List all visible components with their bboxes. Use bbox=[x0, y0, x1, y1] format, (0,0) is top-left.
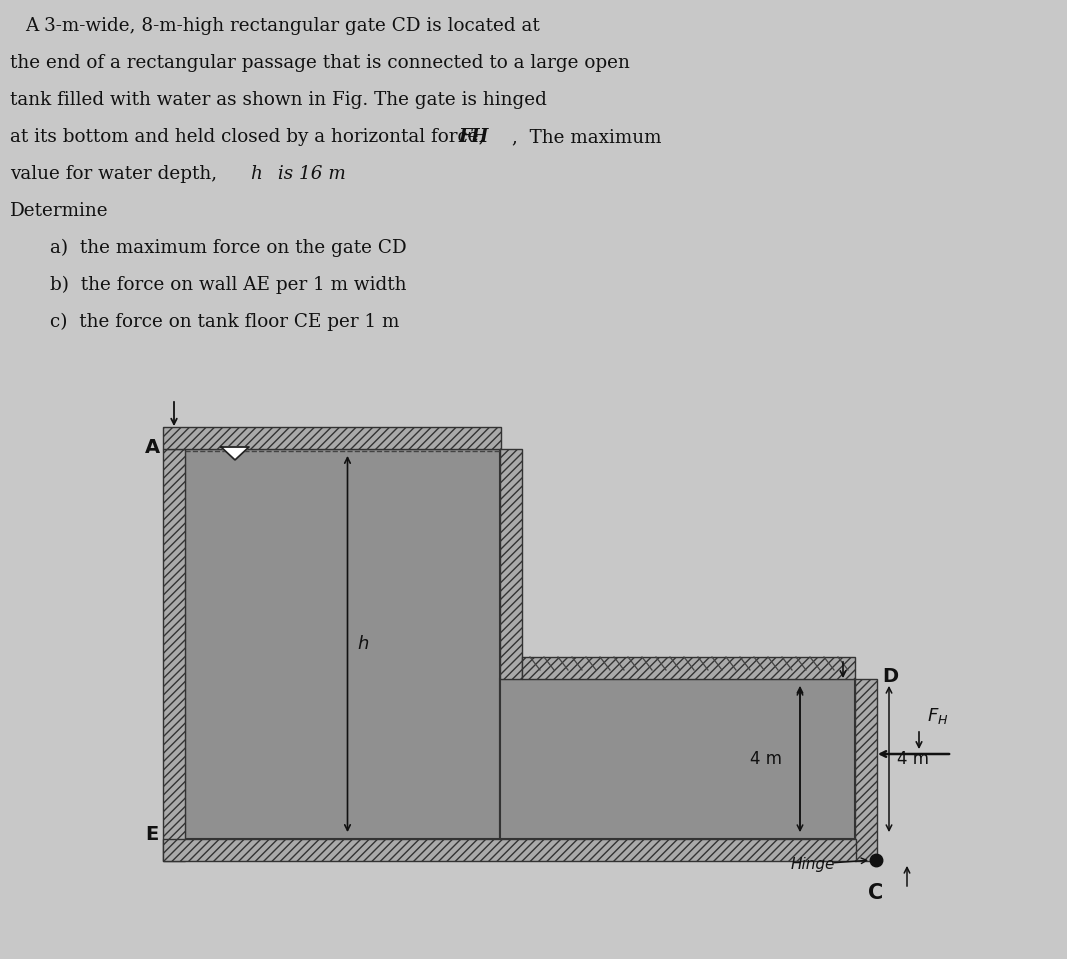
Text: tank filled with water as shown in Fig. The gate is hinged: tank filled with water as shown in Fig. … bbox=[10, 91, 547, 109]
Text: at its bottom and held closed by a horizontal force,: at its bottom and held closed by a horiz… bbox=[10, 128, 491, 146]
Polygon shape bbox=[221, 447, 249, 460]
Bar bbox=[163, 839, 856, 861]
Text: h: h bbox=[250, 165, 261, 183]
Bar bbox=[500, 679, 855, 839]
Text: 4 m: 4 m bbox=[750, 750, 782, 768]
Text: FH: FH bbox=[458, 128, 489, 146]
Bar bbox=[522, 657, 855, 679]
Text: $F_H$: $F_H$ bbox=[927, 706, 949, 726]
Text: Determine: Determine bbox=[10, 202, 109, 220]
Text: c)  the force on tank floor CE per 1 m: c) the force on tank floor CE per 1 m bbox=[50, 313, 399, 331]
Bar bbox=[163, 427, 501, 449]
Text: b)  the force on wall AE per 1 m width: b) the force on wall AE per 1 m width bbox=[50, 276, 407, 294]
Text: C: C bbox=[869, 883, 883, 903]
Text: A 3-m-wide, 8-m-high rectangular gate CD is located at: A 3-m-wide, 8-m-high rectangular gate CD… bbox=[25, 17, 540, 35]
Text: the end of a rectangular passage that is connected to a large open: the end of a rectangular passage that is… bbox=[10, 54, 630, 72]
Text: h: h bbox=[357, 635, 369, 653]
Text: a)  the maximum force on the gate CD: a) the maximum force on the gate CD bbox=[50, 239, 407, 257]
Text: D: D bbox=[882, 667, 898, 687]
Bar bbox=[855, 679, 877, 861]
Text: is 16 m: is 16 m bbox=[272, 165, 346, 183]
Text: value for water depth,: value for water depth, bbox=[10, 165, 223, 183]
Text: 4 m: 4 m bbox=[897, 750, 929, 768]
Bar bbox=[500, 449, 522, 679]
Text: ,  The maximum: , The maximum bbox=[512, 128, 662, 146]
Text: E: E bbox=[145, 825, 158, 844]
Bar bbox=[185, 449, 500, 839]
Text: Hinge: Hinge bbox=[791, 857, 835, 873]
Bar bbox=[163, 449, 185, 861]
Text: A: A bbox=[145, 437, 160, 456]
